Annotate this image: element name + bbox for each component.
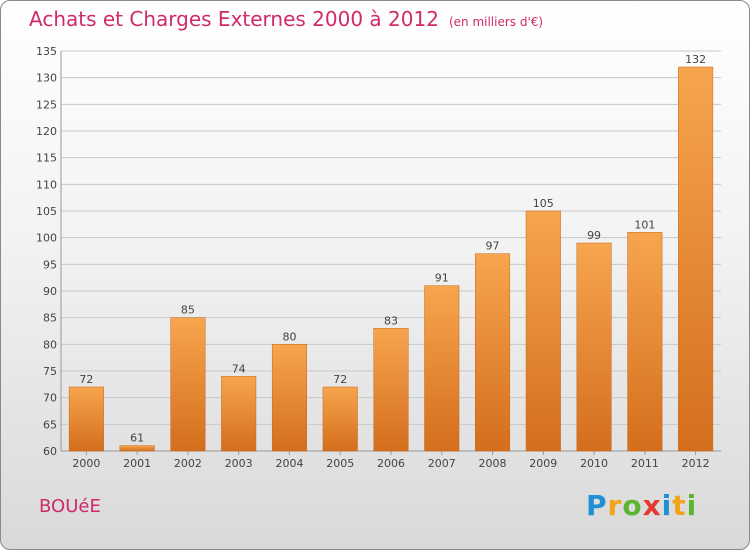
- bar: [221, 376, 257, 452]
- x-tick-label: 2001: [123, 457, 151, 470]
- x-tick-label: 2006: [377, 457, 405, 470]
- x-tick-label: 2007: [428, 457, 456, 470]
- logo-letter: P: [586, 489, 608, 522]
- bar-value-label: 72: [79, 373, 93, 386]
- logo-letter: o: [622, 489, 643, 522]
- bar-value-label: 105: [533, 197, 554, 210]
- x-tick-label: 2000: [72, 457, 100, 470]
- bar: [627, 232, 663, 452]
- logo-letter: t: [672, 489, 687, 522]
- y-tick-label: 60: [43, 445, 57, 458]
- y-tick-label: 65: [43, 418, 57, 431]
- bar: [475, 253, 511, 452]
- bar: [678, 66, 714, 452]
- y-tick-label: 105: [36, 205, 57, 218]
- bar: [424, 285, 460, 452]
- x-tick-label: 2009: [529, 457, 557, 470]
- bar: [576, 242, 612, 452]
- bar-value-label: 61: [130, 432, 144, 445]
- x-tick-label: 2011: [631, 457, 659, 470]
- bar: [322, 386, 358, 452]
- y-tick-label: 90: [43, 285, 57, 298]
- x-tick-label: 2012: [682, 457, 710, 470]
- x-tick-label: 2002: [174, 457, 202, 470]
- title-text: Achats et Charges Externes 2000 à 2012: [29, 7, 439, 31]
- bar-value-label: 74: [232, 362, 246, 375]
- bar-value-label: 132: [685, 53, 706, 66]
- y-tick-label: 110: [36, 178, 57, 191]
- y-tick-label: 70: [43, 392, 57, 405]
- bar: [68, 386, 104, 452]
- chart-title: Achats et Charges Externes 2000 à 2012 (e…: [29, 7, 543, 31]
- y-tick-label: 120: [36, 125, 57, 138]
- logo-letter: r: [607, 489, 623, 522]
- y-tick-label: 100: [36, 232, 57, 245]
- location-label: BOUéE: [39, 496, 101, 517]
- bar-value-label: 99: [587, 229, 601, 242]
- logo-letter: i: [661, 489, 673, 522]
- y-tick-label: 75: [43, 365, 57, 378]
- y-tick-label: 125: [36, 98, 57, 111]
- logo-letter: x: [642, 489, 662, 522]
- y-tick-label: 85: [43, 312, 57, 325]
- bar-value-label: 80: [282, 330, 296, 343]
- x-tick-label: 2005: [326, 457, 354, 470]
- bar: [271, 344, 307, 452]
- y-tick-label: 135: [36, 45, 57, 58]
- chart-subtitle: (en milliers d'€): [448, 15, 544, 29]
- bar: [170, 317, 206, 452]
- bar: [119, 445, 155, 452]
- x-tick-label: 2010: [580, 457, 608, 470]
- x-tick-label: 2008: [479, 457, 507, 470]
- y-tick-label: 95: [43, 258, 57, 271]
- bar-value-label: 85: [181, 304, 195, 317]
- bar: [373, 328, 409, 452]
- x-tick-label: 2004: [275, 457, 303, 470]
- bar-value-label: 97: [486, 240, 500, 253]
- bar: [525, 210, 561, 452]
- y-tick-label: 130: [36, 72, 57, 85]
- bar-value-label: 101: [634, 218, 655, 231]
- x-tick-label: 2003: [225, 457, 253, 470]
- bar-value-label: 72: [333, 373, 347, 386]
- logo-letter: i: [686, 489, 698, 522]
- proxiti-logo: Proxiti: [586, 489, 697, 522]
- bar-value-label: 91: [435, 272, 449, 285]
- y-tick-label: 115: [36, 152, 57, 165]
- bar-value-label: 83: [384, 314, 398, 327]
- y-tick-label: 80: [43, 338, 57, 351]
